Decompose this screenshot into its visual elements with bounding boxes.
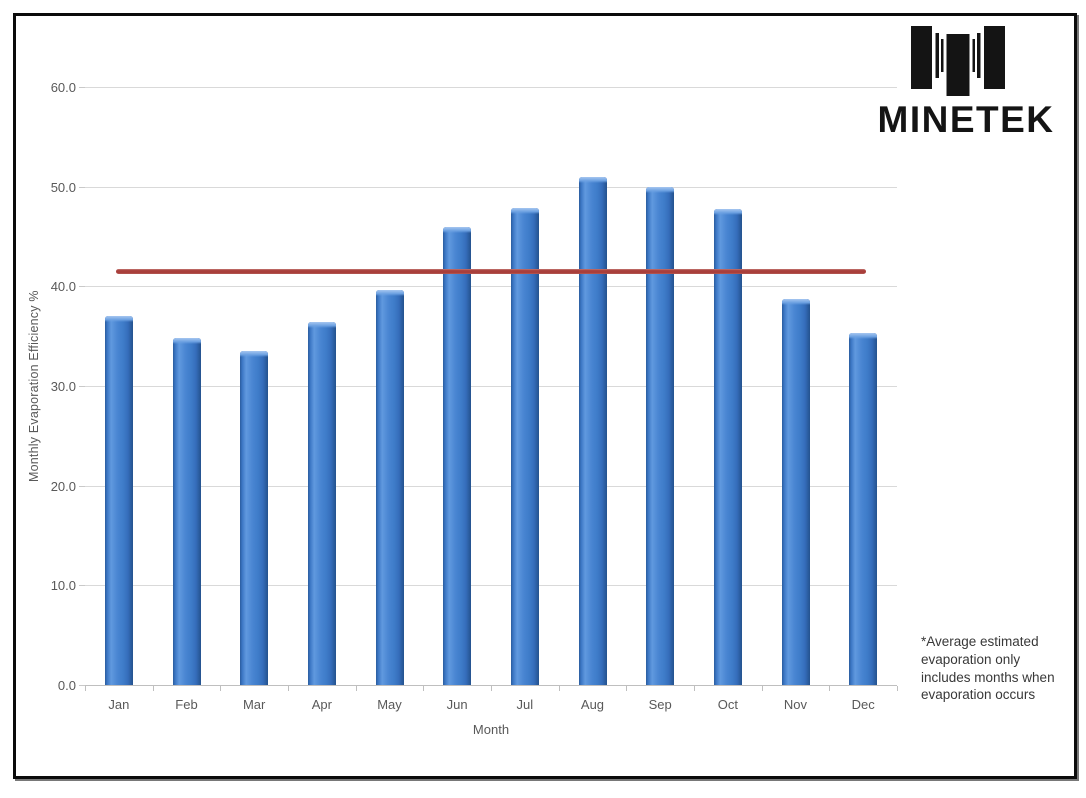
- footnote-line: evaporation only: [921, 651, 1021, 667]
- average-footnote: *Average estimated evaporation only includ…: [921, 633, 1071, 704]
- y-axis-tick: [79, 286, 85, 288]
- bar-jun: [443, 226, 472, 685]
- x-axis-tick: [897, 686, 898, 691]
- x-tick-label: Apr: [311, 697, 332, 712]
- bar-jul: [510, 207, 539, 685]
- y-gridline: [85, 386, 897, 387]
- y-axis-title: Monthly Evaporation Efficiency %: [27, 290, 41, 482]
- x-tick-label: Sep: [648, 697, 672, 712]
- x-axis-tick: [85, 686, 86, 691]
- bar-dec: [849, 333, 878, 685]
- x-axis-tick: [355, 686, 357, 691]
- x-tick-label: Jul: [516, 697, 534, 712]
- bar-apr: [307, 322, 336, 685]
- y-gridline: [85, 286, 897, 288]
- bar-oct: [713, 208, 742, 685]
- x-axis-line: [85, 685, 897, 686]
- y-axis-tick: [79, 485, 85, 487]
- y-gridline: [85, 186, 897, 188]
- y-axis-tick: [79, 186, 85, 188]
- y-tick-label: 40.0: [50, 279, 76, 295]
- y-tick-label: 0.0: [57, 678, 76, 693]
- x-axis-tick: [288, 686, 289, 691]
- y-axis-tick: [79, 585, 85, 587]
- y-axis-tick: [79, 87, 85, 88]
- y-tick-label: 50.0: [50, 179, 76, 195]
- y-gridline: [85, 485, 897, 487]
- x-tick-label: May: [377, 697, 402, 712]
- minetek-logo-icon: [911, 26, 1005, 96]
- x-tick-label: Jun: [446, 697, 468, 712]
- x-tick-label: Oct: [717, 697, 738, 712]
- x-axis-tick: [694, 686, 695, 691]
- bar-feb: [172, 338, 201, 685]
- x-tick-label: Dec: [851, 697, 875, 712]
- y-tick-label: 10.0: [50, 578, 76, 594]
- x-axis-title: Month: [472, 722, 510, 737]
- x-axis-tick: [491, 686, 492, 691]
- x-tick-label: Jan: [108, 697, 130, 712]
- x-tick-label: Feb: [175, 697, 198, 712]
- x-axis-tick: [423, 686, 425, 691]
- y-gridline: [85, 87, 897, 88]
- bar-may: [375, 290, 404, 685]
- x-axis-tick: [829, 686, 831, 691]
- x-axis-tick: [558, 686, 560, 691]
- x-axis-tick: [220, 686, 222, 691]
- y-gridline: [85, 585, 897, 587]
- x-axis-tick: [761, 686, 763, 691]
- x-tick-label: Mar: [242, 697, 266, 712]
- footnote-line: *Average estimated: [921, 634, 1039, 649]
- bar-nov: [781, 299, 810, 685]
- y-tick-label: 30.0: [50, 379, 76, 394]
- minetek-logo-wordmark: MINETEK: [877, 99, 1055, 140]
- footnote-line: includes months when: [921, 669, 1055, 685]
- bar-jan: [104, 316, 133, 685]
- footnote-line: evaporation occurs: [921, 687, 1036, 703]
- x-axis-tick: [626, 686, 628, 691]
- bar-mar: [240, 351, 269, 685]
- y-axis-tick: [79, 685, 85, 686]
- x-tick-label: Aug: [580, 697, 605, 712]
- average-line: [115, 268, 867, 274]
- bar-sep: [646, 186, 675, 685]
- y-axis-tick: [79, 386, 85, 387]
- bar-aug: [578, 176, 607, 685]
- y-tick-label: 20.0: [50, 478, 76, 494]
- x-axis-tick: [152, 686, 154, 691]
- y-tick-label: 60.0: [50, 80, 76, 95]
- x-tick-label: Nov: [783, 697, 808, 712]
